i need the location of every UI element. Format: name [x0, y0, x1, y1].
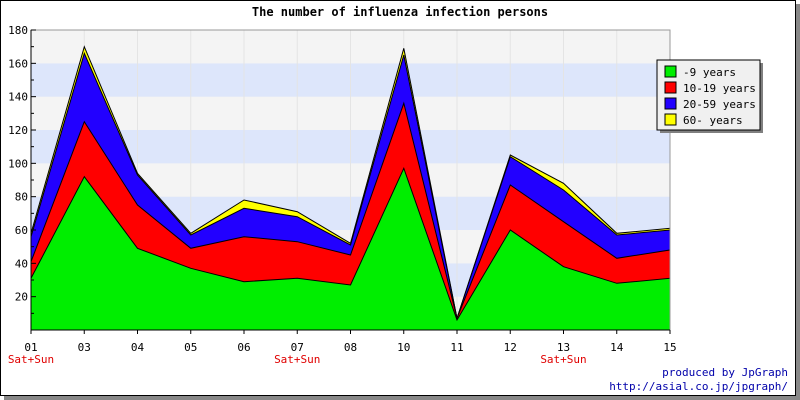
x-tick-label: 10 [397, 341, 410, 354]
x-tick-label: 05 [184, 341, 197, 354]
x-tick-label: 14 [610, 341, 624, 354]
legend-label: 60- years [683, 114, 743, 127]
y-tick-label: 20 [15, 291, 28, 304]
weekend-label: Sat+Sun [8, 353, 54, 366]
legend-swatch [664, 81, 677, 94]
chart-title: The number of influenza infection person… [252, 5, 548, 19]
x-tick-label: 03 [78, 341, 91, 354]
y-tick-label: 100 [8, 157, 28, 170]
y-tick-label: 180 [8, 24, 28, 37]
weekend-label: Sat+Sun [540, 353, 586, 366]
x-tick-label: 06 [237, 341, 250, 354]
x-tick-label: 12 [504, 341, 517, 354]
y-tick-label: 40 [15, 257, 28, 270]
legend: -9 years 10-19 years 20-59 years 60- years [656, 59, 763, 133]
x-tick-label: 13 [557, 341, 570, 354]
x-tick-labels: 01 03 04 05 06 07 08 10 11 12 13 14 15 Sat+Sun Sat+Sun… [8, 341, 677, 366]
area-series-1 [30, 166, 671, 331]
x-tick-label: 04 [131, 341, 145, 354]
y-tick-labels: 20 40 60 80 100 120 140 160 180 [8, 24, 28, 304]
axes [30, 29, 671, 334]
legend-swatch [664, 97, 677, 110]
y-tick-label: 140 [8, 91, 28, 104]
legend-label: 20-59 years [683, 98, 756, 111]
x-tick-label: 15 [663, 341, 676, 354]
legend-label: -9 years [683, 66, 736, 79]
legend-label: 10-19 years [683, 82, 756, 95]
legend-swatch [664, 65, 677, 78]
y-tick-label: 160 [8, 57, 28, 70]
y-tick-label: 60 [15, 224, 28, 237]
y-tick-label: 80 [15, 191, 28, 204]
y-tick-label: 120 [8, 124, 28, 137]
x-tick-label: 07 [291, 341, 304, 354]
legend-swatch [664, 113, 677, 126]
credit-url-link[interactable]: http://asial.co.jp/jpgraph/ [609, 380, 788, 393]
x-tick-label: 11 [450, 341, 463, 354]
credit-line: produced by JpGraph [662, 366, 788, 379]
x-tick-label: 08 [344, 341, 357, 354]
x-tick-label: 01 [24, 341, 37, 354]
stacked-areas [30, 45, 671, 331]
weekend-label: Sat+Sun [274, 353, 320, 366]
